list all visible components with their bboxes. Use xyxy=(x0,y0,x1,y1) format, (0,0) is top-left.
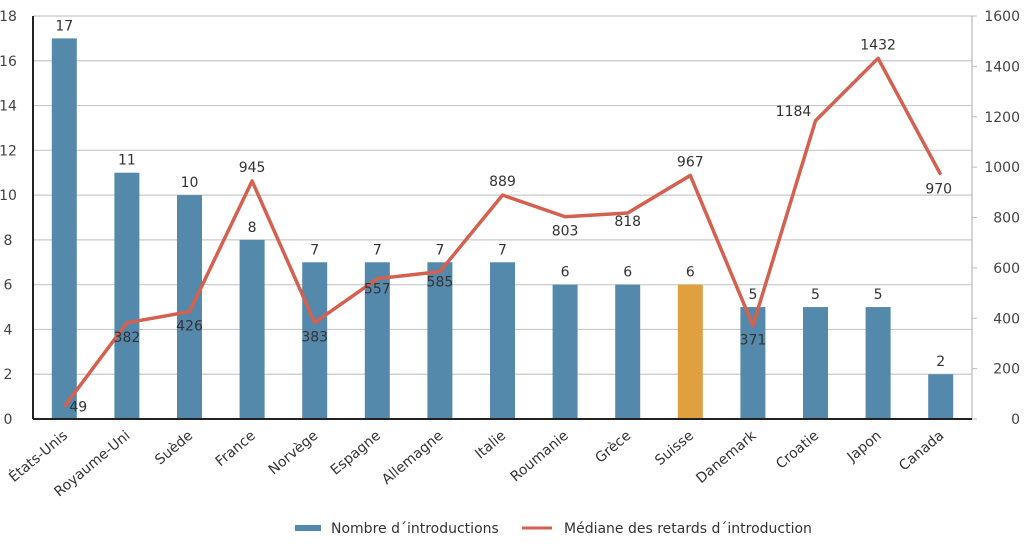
line-value-label: 818 xyxy=(614,214,641,230)
bar xyxy=(114,172,140,419)
line-value-label: 1184 xyxy=(776,104,812,120)
bar-value-label: 7 xyxy=(435,242,444,258)
x-tick-label: France xyxy=(213,428,259,470)
x-tick-label: Japon xyxy=(844,428,885,466)
line-value-label: 945 xyxy=(239,160,266,176)
bar-value-label: 6 xyxy=(561,265,570,281)
line-series xyxy=(62,56,943,408)
bar-value-label: 8 xyxy=(248,220,257,236)
right-axis-tick-label: 400 xyxy=(993,311,1020,327)
right-axis-tick-label: 1400 xyxy=(984,59,1020,75)
bar xyxy=(803,307,828,419)
bar-value-label: 7 xyxy=(373,242,382,258)
left-axis-tick-label: 0 xyxy=(4,412,13,428)
left-axis-tick-label: 12 xyxy=(0,143,17,159)
line-value-label: 382 xyxy=(114,330,141,346)
bar xyxy=(552,284,578,419)
bar xyxy=(490,262,515,419)
x-tick-label: Danemark xyxy=(693,427,760,487)
bar-value-label: 2 xyxy=(936,354,945,370)
x-tick-label: Grèce xyxy=(592,428,634,467)
right-axis-tick-label: 1200 xyxy=(984,110,1020,126)
left-axis-tick-label: 14 xyxy=(0,99,17,115)
left-axis-tick-label: 6 xyxy=(4,278,13,294)
left-axis-tick-label: 8 xyxy=(4,233,13,249)
axes: 0 2 4 6 8 10 12 14 16 18 0 200 400 600 800 1000 1200 1400… xyxy=(0,9,1020,428)
x-tick-label: Italie xyxy=(472,428,509,462)
line-path xyxy=(62,56,943,408)
bar xyxy=(364,262,390,419)
right-axis-tick-label: 600 xyxy=(993,261,1020,277)
bar xyxy=(677,284,703,419)
bar-value-label: 10 xyxy=(181,175,199,191)
line-value-label: 585 xyxy=(427,275,454,291)
bar-value-label: 11 xyxy=(118,153,136,169)
x-tick-label: Roumanie xyxy=(508,428,572,485)
bars xyxy=(51,38,954,420)
right-axis-tick-label: 1600 xyxy=(984,9,1020,25)
legend-bar-swatch xyxy=(295,525,321,531)
bar-value-label: 5 xyxy=(811,287,820,303)
bar-value-label: 6 xyxy=(686,265,695,281)
bar xyxy=(51,38,77,420)
line-value-label: 426 xyxy=(176,319,203,335)
bar-value-label: 7 xyxy=(498,242,507,258)
line-value-label: 49 xyxy=(69,400,87,416)
line-value-label: 970 xyxy=(925,182,952,198)
x-tick-label: Allemagne xyxy=(379,428,446,488)
right-axis-tick-label: 1000 xyxy=(984,160,1020,176)
bar xyxy=(239,239,265,419)
bar-value-label: 17 xyxy=(55,18,73,34)
bar xyxy=(615,284,641,419)
bar-value-label: 6 xyxy=(623,265,632,281)
x-tick-label: Espagne xyxy=(328,428,384,479)
left-axis-tick-label: 4 xyxy=(4,322,13,338)
right-axis-tick-label: 200 xyxy=(993,362,1020,378)
x-tick-label: Suisse xyxy=(652,428,697,469)
bar xyxy=(427,262,453,419)
bar xyxy=(928,374,954,419)
right-axis-tick-label: 800 xyxy=(993,211,1020,227)
left-axis-tick-label: 18 xyxy=(0,9,17,25)
x-tick-label: Croatie xyxy=(773,428,822,473)
bar-value-label: 5 xyxy=(874,287,883,303)
bar xyxy=(177,195,202,419)
line-value-label: 371 xyxy=(740,333,767,349)
x-tick-label: Norvège xyxy=(266,428,322,478)
line-value-label: 889 xyxy=(489,174,516,190)
bar-value-label: 5 xyxy=(748,287,757,303)
left-axis-tick-label: 10 xyxy=(0,188,17,204)
bar-value-label: 7 xyxy=(310,242,319,258)
line-value-label: 967 xyxy=(677,154,704,170)
left-axis-tick-label: 2 xyxy=(4,367,13,383)
x-tick-label: Canada xyxy=(896,428,947,475)
legend-line-label: Médiane des retards d´introduction xyxy=(564,521,812,537)
left-axis-tick-label: 16 xyxy=(0,54,17,70)
legend-bar-label: Nombre d´introductions xyxy=(331,521,499,537)
x-tick-label: États-Unis xyxy=(6,427,71,486)
line-value-label: 803 xyxy=(552,224,579,240)
line-value-label: 383 xyxy=(301,330,328,346)
x-tick-label: Suède xyxy=(152,428,196,468)
bar xyxy=(865,307,891,419)
bar xyxy=(302,262,328,419)
line-value-label: 557 xyxy=(364,282,391,298)
right-axis-tick-label: 0 xyxy=(1011,412,1020,428)
legend: Nombre d´introductions Médiane des retard… xyxy=(295,521,812,537)
data-labels: 17 11 10 8 7 7 7 7 6 6 6 5 5 5 2 49 382 426 945 383 557 585 88… xyxy=(55,18,952,415)
line-value-label: 1432 xyxy=(860,37,896,53)
